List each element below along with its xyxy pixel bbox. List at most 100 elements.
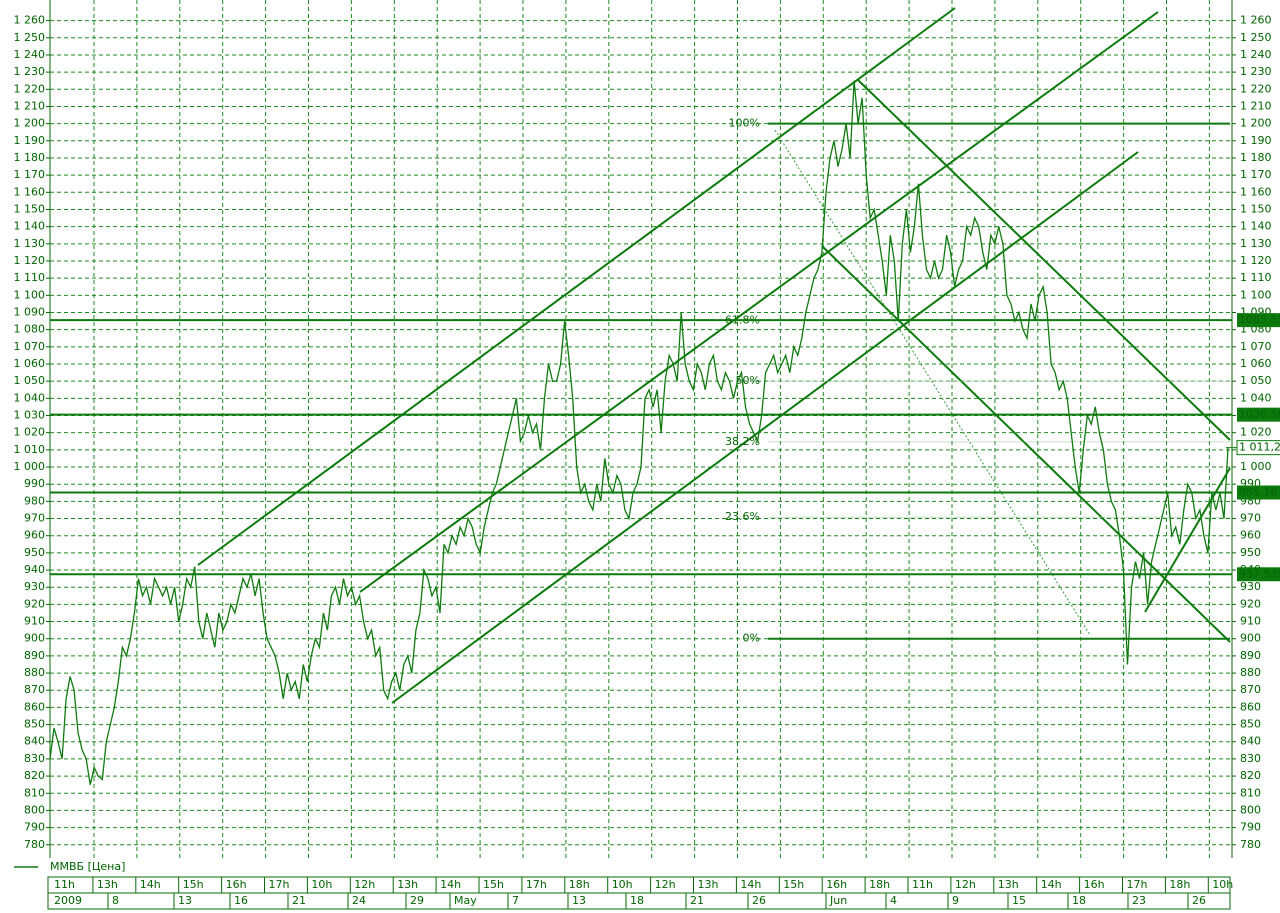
trendline [857,79,1231,441]
y-tick-label-right: 1 110 [1240,271,1272,284]
x-date-label: 8 [112,894,119,907]
y-tick-label-right: 820 [1240,769,1261,782]
y-tick-label: 1 160 [14,185,46,198]
y-tick-label-right: 830 [1240,752,1261,765]
y-tick-label: 1 240 [14,48,46,61]
y-tick-label: 1 140 [14,220,46,233]
y-tick-label: 920 [24,597,45,610]
fib-label: 38.2% [725,435,760,448]
x-tick-label: 10h [612,878,633,891]
y-tick-label-right: 1 150 [1240,202,1272,215]
y-tick-label: 1 230 [14,65,46,78]
x-date-label: 15 [1012,894,1026,907]
y-tick-label: 1 120 [14,254,46,267]
x-date-label: 26 [752,894,766,907]
y-tick-label-right: 890 [1240,649,1261,662]
y-tick-label: 1 030 [14,409,46,422]
x-tick-label: 18h [569,878,590,891]
trendline [821,245,1231,643]
x-tick-label: 13h [397,878,418,891]
x-tick-label: 15h [483,878,504,891]
y-tick-label-right: 790 [1240,821,1261,834]
x-date-label: 26 [1192,894,1206,907]
y-tick-label: 810 [24,786,45,799]
y-tick-label-right: 1 050 [1240,374,1272,387]
x-date-label: 18 [630,894,644,907]
y-tick-label: 820 [24,769,45,782]
y-tick-label-right: 960 [1240,529,1261,542]
y-tick-label: 870 [24,683,45,696]
y-tick-label-right: 1 070 [1240,340,1272,353]
x-tick-label: 11h [912,878,933,891]
y-tick-label-right: 800 [1240,803,1261,816]
y-tick-label-right: 1 060 [1240,357,1272,370]
x-date-label: 18 [1072,894,1086,907]
y-tick-label: 980 [24,494,45,507]
y-tick-label: 850 [24,718,45,731]
x-tick-label: 12h [655,878,676,891]
y-tick-label-right: 930 [1240,580,1261,593]
y-tick-label: 1 060 [14,357,46,370]
y-tick-label-right: 1 200 [1240,117,1272,130]
y-tick-label-right: 1 130 [1240,237,1272,250]
x-tick-label: 14h [740,878,761,891]
x-tick-label: 17h [526,878,547,891]
x-date-label: 21 [292,894,306,907]
y-tick-label: 1 130 [14,237,46,250]
y-tick-label-right: 1 040 [1240,391,1272,404]
price-level-box [1237,313,1280,328]
y-tick-label: 1 150 [14,202,46,215]
y-tick-label-right: 860 [1240,700,1261,713]
x-tick-label: 18h [1169,878,1190,891]
y-tick-label: 830 [24,752,45,765]
x-tick-label: 11h [54,878,75,891]
y-tick-label-right: 1 000 [1240,460,1272,473]
trendlines [197,7,1231,704]
y-tick-label-right: 1 170 [1240,168,1272,181]
y-tick-label: 960 [24,529,45,542]
x-date-label: 2009 [54,894,82,907]
y-tick-label: 1 010 [14,443,46,456]
y-tick-label: 1 110 [14,271,46,284]
y-tick-label: 1 080 [14,323,46,336]
y-tick-label-right: 1 190 [1240,134,1272,147]
x-tick-label: 13h [998,878,1019,891]
x-date-label: Jun [829,894,847,907]
x-date-label: 7 [512,894,519,907]
y-tick-label: 1 170 [14,168,46,181]
y-tick-label-right: 920 [1240,597,1261,610]
x-tick-label: 10h [311,878,332,891]
y-tick-label-right: 970 [1240,512,1261,525]
y-tick-label: 1 070 [14,340,46,353]
y-tick-label-right: 1 260 [1240,14,1272,27]
y-tick-label: 800 [24,803,45,816]
y-tick-label: 930 [24,580,45,593]
x-date-label: 29 [410,894,424,907]
fib-label: 23.6% [725,510,760,523]
grid [50,0,1232,858]
x-tick-label: 10h [1212,878,1233,891]
y-tick-label: 1 220 [14,82,46,95]
price-level-box [1237,567,1280,582]
y-tick-label: 880 [24,666,45,679]
y-tick-label: 790 [24,821,45,834]
y-tick-label: 1 100 [14,288,46,301]
trendline [197,7,956,566]
y-tick-label-right: 1 220 [1240,82,1272,95]
y-tick-label: 900 [24,632,45,645]
x-tick-label: 13h [698,878,719,891]
y-tick-label: 890 [24,649,45,662]
price-line [49,80,1229,785]
y-tick-label-right: 1 180 [1240,151,1272,164]
y-tick-label: 910 [24,615,45,628]
y-tick-label: 1 250 [14,31,46,44]
y-tick-label-right: 840 [1240,735,1261,748]
y-tick-label-right: 1 160 [1240,185,1272,198]
price-level-label: 937.5390 [1239,567,1280,580]
fib-diagonal [774,129,1091,636]
trendline [359,11,1159,593]
price-level-box [1236,440,1280,456]
y-tick-label-right: 900 [1240,632,1261,645]
x-tick-label: 14h [140,878,161,891]
